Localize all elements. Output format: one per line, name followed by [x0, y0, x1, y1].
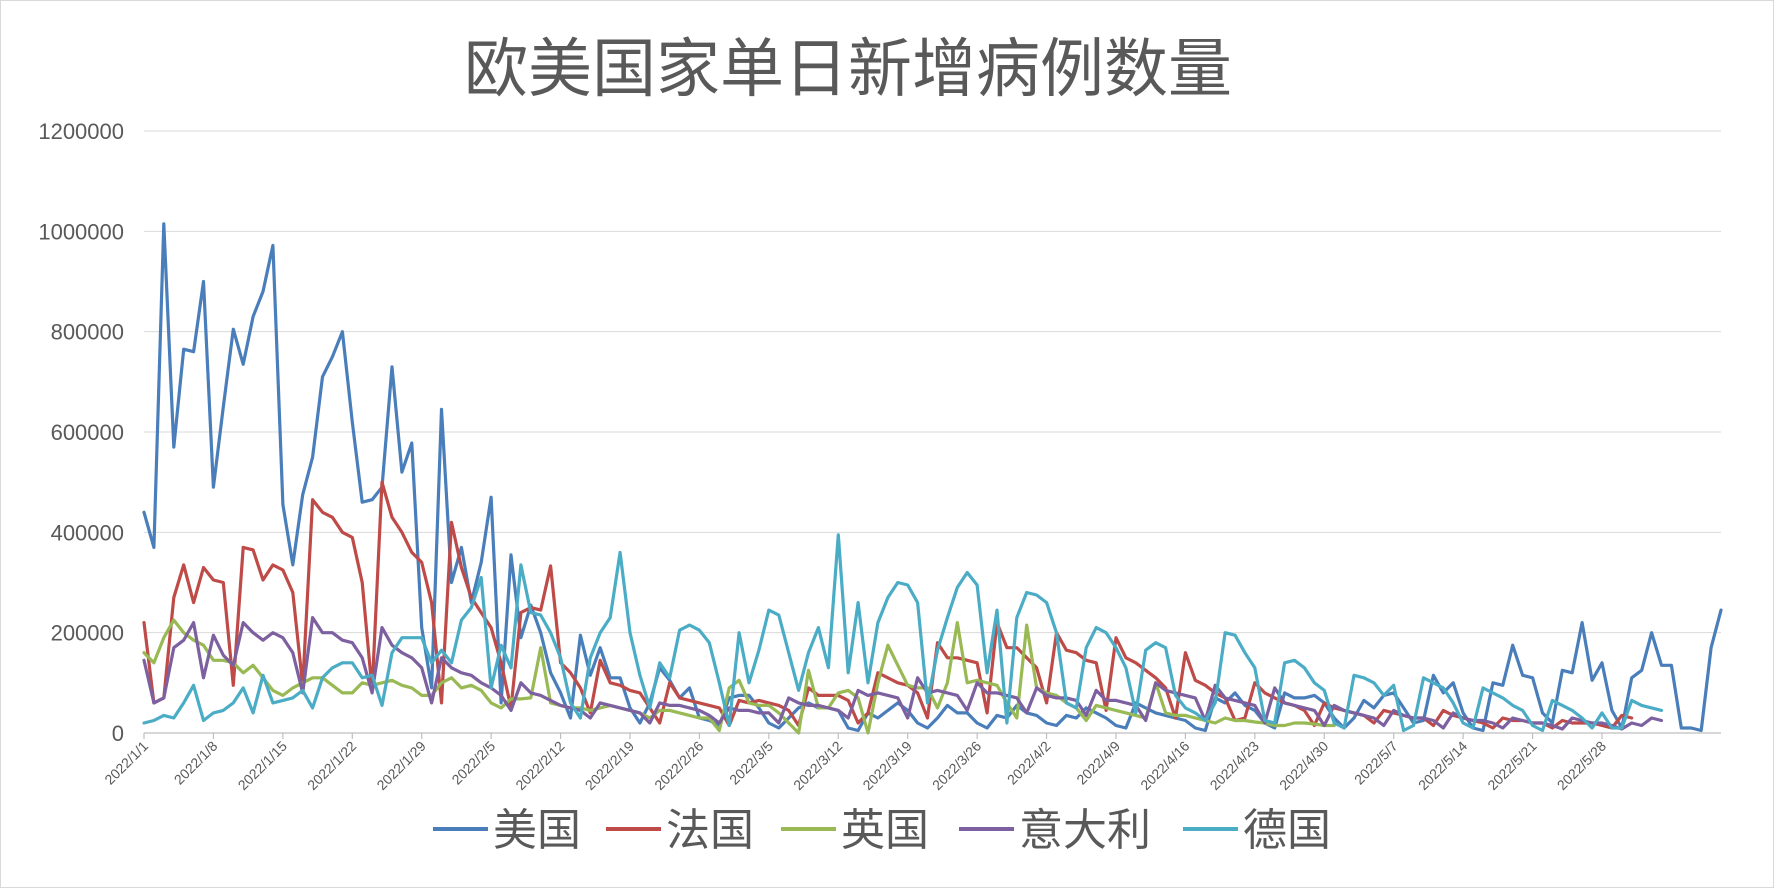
series-line-4 [142, 533, 1664, 733]
legend-label: 英国 [841, 805, 929, 856]
x-tick-label: 2022/3/26 [929, 738, 985, 794]
chart-title: 欧美国家单日新增病例数量 [464, 33, 1232, 107]
x-tick-label: 2022/5/28 [1554, 738, 1610, 794]
y-tick-label: 0 [112, 721, 124, 746]
y-tick-label: 800000 [51, 320, 124, 345]
x-tick-label: 2022/4/2 [1004, 738, 1054, 788]
x-tick-label: 2022/1/22 [304, 738, 360, 794]
x-tick-label: 2022/4/30 [1276, 738, 1332, 794]
series-line-0 [142, 222, 1723, 733]
x-tick-label: 2022/1/15 [235, 738, 291, 794]
x-tick-label: 2022/3/19 [859, 738, 915, 794]
x-tick-label: 2022/1/8 [171, 738, 221, 788]
x-tick-label: 2022/5/7 [1351, 738, 1401, 788]
legend: 美国 法国 英国 意大利 德国 [433, 805, 1331, 856]
legend-label: 美国 [493, 805, 581, 856]
x-tick-label: 2022/1/29 [373, 738, 429, 794]
x-tick-label: 2022/3/5 [726, 738, 776, 788]
legend-label: 德国 [1243, 805, 1331, 856]
series-lines [142, 222, 1723, 735]
y-tick-label: 200000 [51, 621, 124, 646]
y-tick-label: 1000000 [38, 219, 124, 244]
gridlines [144, 130, 1721, 734]
x-tick-label: 2022/5/21 [1484, 738, 1540, 794]
x-tick-label: 2022/4/23 [1207, 738, 1263, 794]
x-axis-ticks: 2022/1/1 2022/1/8 2022/1/15 2022/1/22 2022/1… [101, 733, 1609, 793]
legend-label: 法国 [666, 805, 754, 856]
x-tick-label: 2022/1/1 [101, 738, 151, 788]
series-line-1 [142, 480, 1634, 730]
x-tick-label: 2022/2/5 [448, 738, 498, 788]
x-tick-label: 2022/4/16 [1137, 738, 1193, 794]
x-tick-label: 2022/2/12 [512, 738, 568, 794]
x-tick-label: 2022/4/9 [1073, 738, 1123, 788]
x-tick-label: 2022/3/12 [790, 738, 846, 794]
x-tick-label: 2022/2/19 [582, 738, 638, 794]
y-axis-ticks: 0 200000 400000 600000 800000 1000000 1200000 [38, 119, 124, 746]
y-tick-label: 400000 [51, 520, 124, 545]
series-line-2 [142, 618, 1336, 735]
x-tick-label: 2022/2/26 [651, 738, 707, 794]
legend-label: 意大利 [1019, 805, 1151, 856]
y-tick-label: 600000 [51, 420, 124, 445]
series-line-3 [142, 616, 1664, 731]
x-tick-label: 2022/5/14 [1415, 738, 1471, 794]
y-tick-label: 1200000 [38, 119, 124, 144]
